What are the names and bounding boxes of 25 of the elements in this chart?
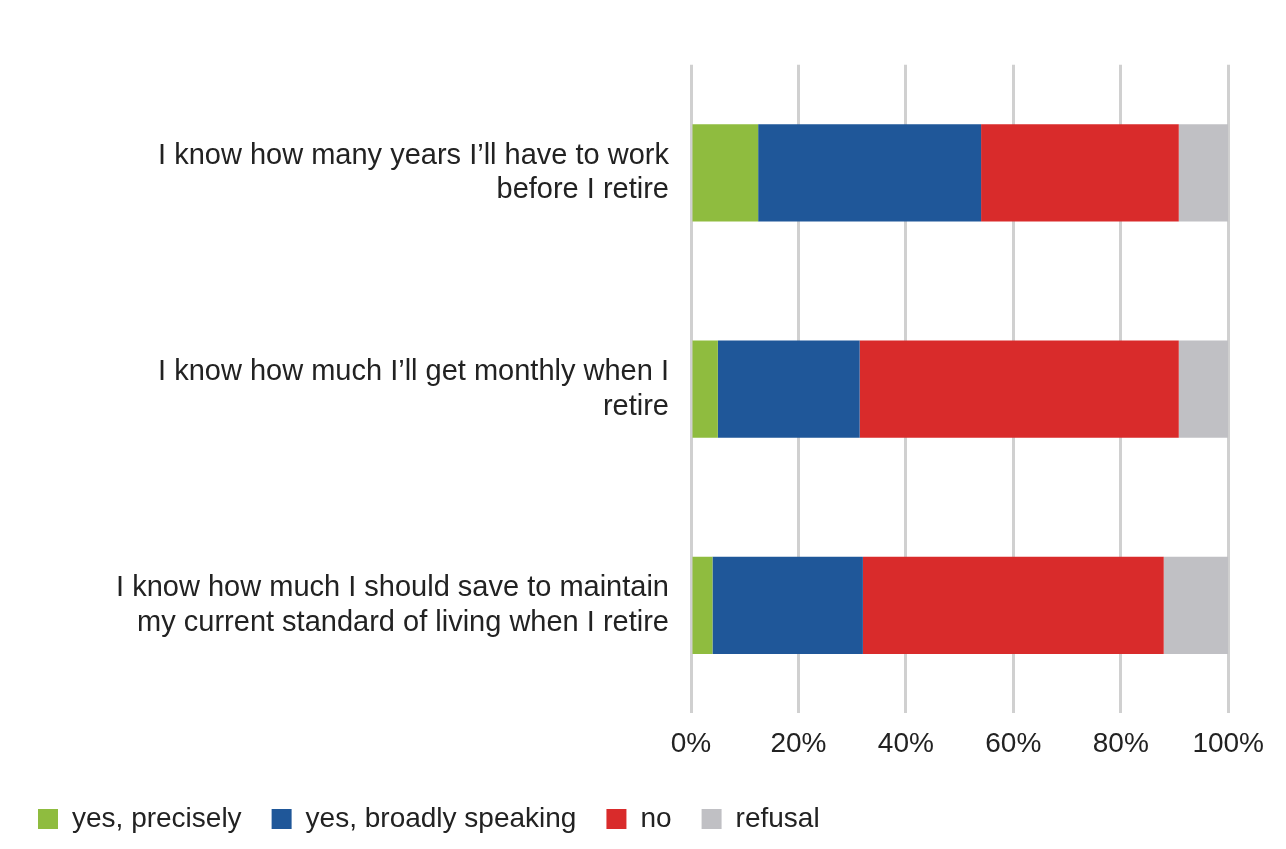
bar <box>712 556 863 654</box>
x-tick-label: 20% <box>770 726 827 758</box>
legend-label: yes, precisely <box>72 801 242 833</box>
bar <box>692 556 713 654</box>
bar <box>862 556 1164 654</box>
bar <box>859 340 1179 438</box>
bar <box>1178 340 1229 438</box>
bar <box>1178 124 1229 222</box>
bar <box>1163 556 1229 654</box>
legend-label: no <box>640 801 672 833</box>
x-tick-label: 40% <box>877 726 934 758</box>
bar <box>692 124 759 222</box>
x-tick-label: 60% <box>985 726 1042 758</box>
x-tick-label: 80% <box>1092 726 1149 758</box>
bar <box>758 124 982 222</box>
bar <box>981 124 1179 222</box>
x-tick-label: 0% <box>670 726 712 758</box>
y-tick-label: I know how much I’ll get monthly when I retire <box>158 353 669 421</box>
y-tick-label: I know how much I should save to maintain my current standard of living when I retire <box>116 569 669 637</box>
legend-label: refusal <box>735 801 820 833</box>
y-tick-label: I know how many years I’ll have to work before I retire <box>158 137 670 205</box>
bar <box>717 340 860 438</box>
legend-label: yes, broadly speaking <box>305 801 577 833</box>
x-tick-label: 100% <box>1192 726 1265 758</box>
bar <box>692 340 718 438</box>
